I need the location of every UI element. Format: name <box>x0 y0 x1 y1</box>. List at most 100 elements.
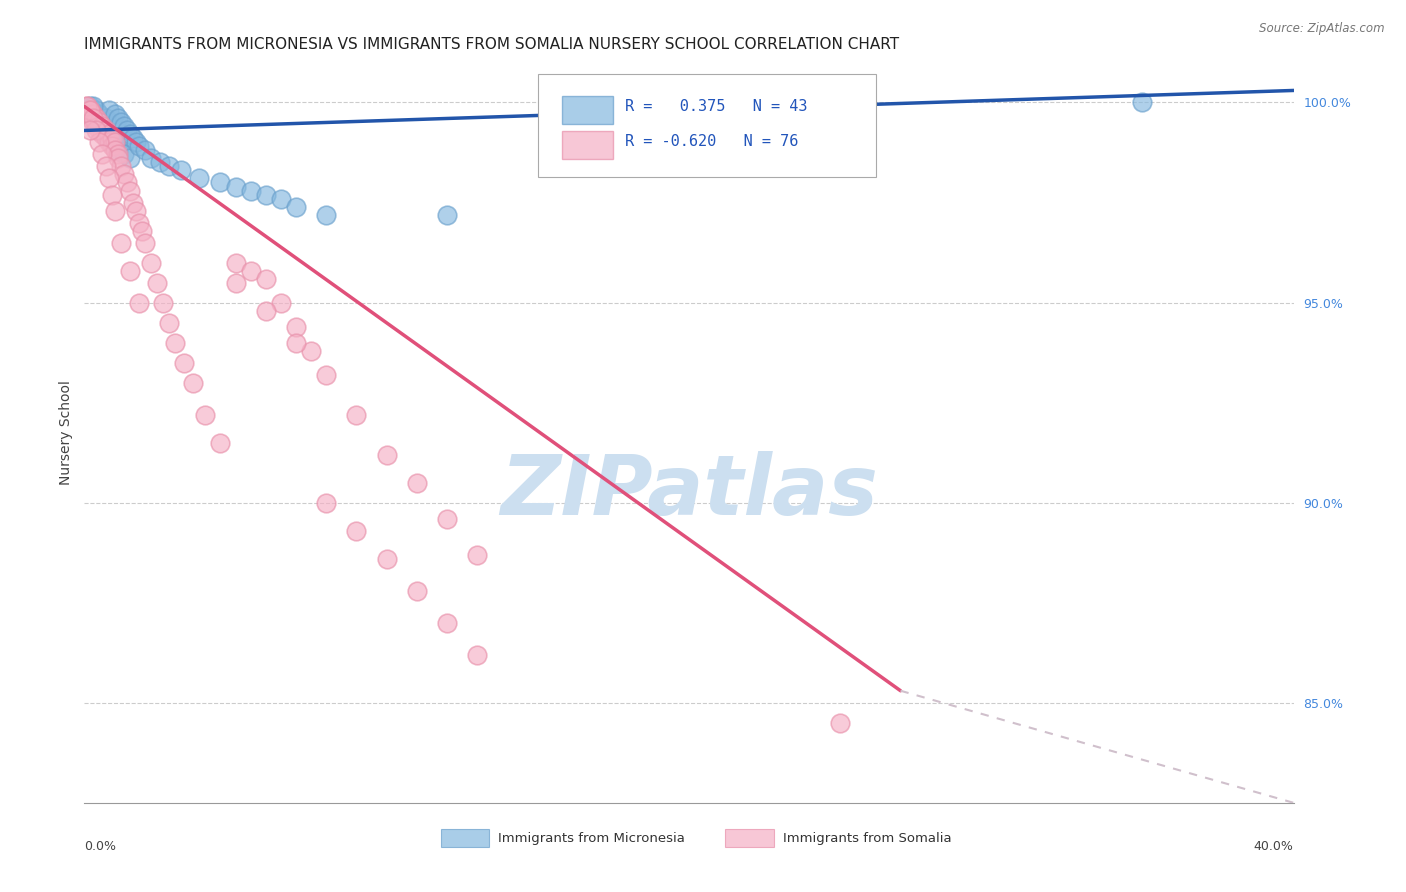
Point <box>118 184 141 198</box>
Point <box>346 524 368 538</box>
Point <box>97 103 120 118</box>
Text: 0.0%: 0.0% <box>84 840 117 853</box>
Point <box>134 144 156 158</box>
Point <box>134 235 156 250</box>
Point <box>82 107 104 121</box>
Point <box>188 171 211 186</box>
Point <box>375 551 398 566</box>
Point <box>170 163 193 178</box>
Text: R = -0.620   N = 76: R = -0.620 N = 76 <box>624 134 799 149</box>
Point <box>89 123 111 137</box>
Point <box>173 355 195 369</box>
Point <box>121 195 143 210</box>
Point <box>225 276 247 290</box>
Point <box>79 103 101 118</box>
FancyBboxPatch shape <box>538 73 876 178</box>
Point <box>346 408 368 422</box>
Text: Source: ZipAtlas.com: Source: ZipAtlas.com <box>1260 22 1385 36</box>
Point <box>97 171 120 186</box>
Point <box>406 475 429 490</box>
Point <box>86 112 108 126</box>
Point <box>436 511 458 525</box>
Point <box>107 112 129 126</box>
Point <box>91 123 114 137</box>
Point <box>91 128 114 142</box>
Point <box>104 144 127 158</box>
Point <box>79 112 101 126</box>
Point <box>125 136 148 150</box>
Point <box>112 147 135 161</box>
Text: R =   0.375   N = 43: R = 0.375 N = 43 <box>624 99 807 114</box>
Point <box>82 112 104 126</box>
Point <box>467 648 489 662</box>
Point <box>239 263 262 277</box>
Point <box>100 136 122 150</box>
Point <box>149 155 172 169</box>
Point <box>128 215 150 229</box>
Text: 40.0%: 40.0% <box>1254 840 1294 853</box>
Point <box>79 99 101 113</box>
Point <box>139 152 162 166</box>
Point <box>89 120 111 134</box>
FancyBboxPatch shape <box>562 130 613 159</box>
Point <box>118 263 141 277</box>
Point <box>467 548 489 562</box>
Point <box>131 223 153 237</box>
Point <box>110 115 132 129</box>
Point <box>225 255 247 269</box>
Point <box>82 112 104 126</box>
Point <box>112 120 135 134</box>
Point <box>285 319 308 334</box>
Point <box>209 435 232 450</box>
Point <box>94 131 117 145</box>
Point <box>146 276 169 290</box>
Point <box>315 207 337 221</box>
Point <box>254 303 277 318</box>
Point <box>152 295 174 310</box>
Point <box>76 99 98 113</box>
Point <box>104 203 127 218</box>
Point <box>118 152 141 166</box>
Point <box>89 136 111 150</box>
Point <box>254 271 277 285</box>
FancyBboxPatch shape <box>441 829 489 847</box>
Point <box>91 147 114 161</box>
Point <box>104 139 127 153</box>
Point <box>375 448 398 462</box>
Point <box>97 128 120 142</box>
Point <box>82 99 104 113</box>
Point <box>82 107 104 121</box>
Point <box>115 176 138 190</box>
Point <box>270 295 292 310</box>
Point <box>100 131 122 145</box>
Point <box>225 179 247 194</box>
Point <box>97 131 120 145</box>
Point <box>100 187 122 202</box>
Point <box>76 99 98 113</box>
Text: Immigrants from Micronesia: Immigrants from Micronesia <box>498 832 685 845</box>
Point <box>94 112 117 126</box>
Point <box>107 144 129 158</box>
Point <box>86 123 108 137</box>
Point <box>104 136 127 150</box>
Point <box>285 200 308 214</box>
Point <box>165 335 187 350</box>
Point <box>128 139 150 153</box>
Point <box>76 107 98 121</box>
Point <box>86 103 108 118</box>
Point <box>209 176 232 190</box>
Point <box>139 255 162 269</box>
Point <box>91 120 114 134</box>
Point <box>157 160 180 174</box>
Point <box>94 123 117 137</box>
FancyBboxPatch shape <box>725 829 773 847</box>
Text: ZIPatlas: ZIPatlas <box>501 451 877 533</box>
Point <box>299 343 322 358</box>
Point <box>830 715 852 730</box>
FancyBboxPatch shape <box>562 95 613 124</box>
Point <box>128 295 150 310</box>
Point <box>436 207 458 221</box>
Point <box>89 115 111 129</box>
Point <box>115 123 138 137</box>
Point <box>107 147 129 161</box>
